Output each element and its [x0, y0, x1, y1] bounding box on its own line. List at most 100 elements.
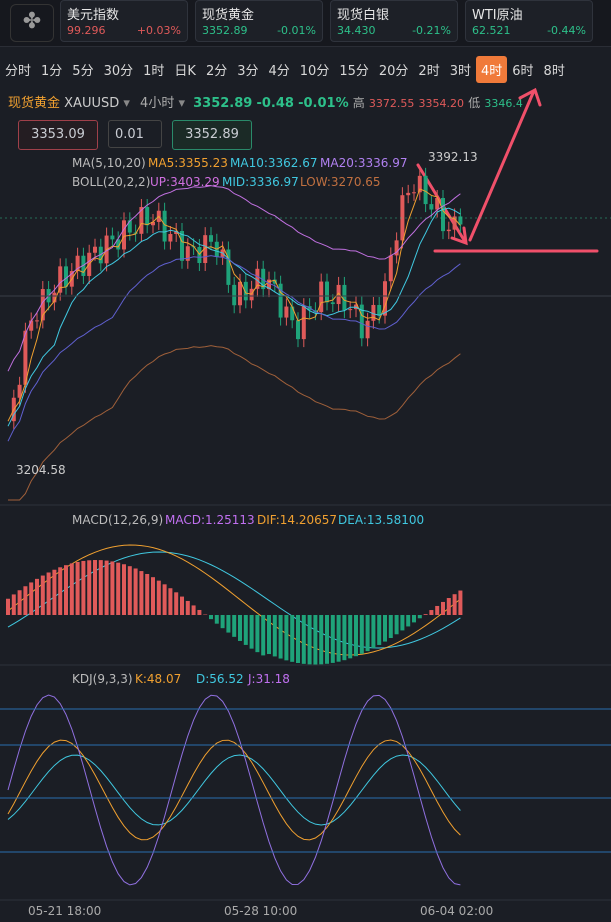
period-tab[interactable]: 2分 — [205, 64, 228, 79]
high-label: 高 — [352, 96, 365, 110]
period-tab[interactable]: 5分 — [72, 64, 94, 79]
candle — [348, 309, 353, 311]
ticker-name: 现货黄金 — [202, 8, 255, 23]
j-value: J:31.18 — [247, 672, 290, 686]
period-tab[interactable]: 3时 — [449, 64, 471, 79]
period-tab[interactable]: 4时 — [475, 56, 508, 83]
macd-bar — [98, 560, 103, 615]
macd-bar — [261, 615, 266, 656]
candle — [330, 302, 335, 305]
candle — [371, 304, 376, 321]
candle — [58, 266, 63, 293]
period-tab[interactable]: 6时 — [512, 64, 534, 79]
macd-bar — [371, 615, 376, 649]
period-tab[interactable]: 2时 — [418, 64, 440, 79]
macd-bar — [307, 615, 312, 665]
candle — [319, 281, 324, 313]
candle — [127, 220, 132, 233]
macd-bar — [40, 575, 45, 615]
candle — [185, 246, 190, 261]
period-tab[interactable]: 分时 — [5, 64, 32, 79]
period-tab[interactable]: 日K — [174, 64, 196, 79]
j-line — [7, 694, 461, 886]
macd-bar — [209, 615, 213, 620]
macd-bar — [423, 614, 428, 615]
ticker-name: WTI原油 — [472, 8, 523, 23]
annotation-arrow — [416, 163, 466, 242]
macd-bar — [75, 562, 80, 615]
buy-button[interactable]: 3352.89 — [172, 120, 252, 150]
open: 3354.20 — [418, 97, 465, 110]
ticker-name: 美元指数 — [67, 8, 120, 23]
macd-bar — [255, 615, 260, 653]
interval[interactable]: 4小时 — [140, 96, 175, 111]
ma10: MA10:3362.67 — [230, 156, 318, 170]
macd-bar — [122, 564, 126, 615]
macd-bar — [278, 615, 283, 659]
macd-bar — [180, 596, 184, 615]
candle — [81, 255, 86, 276]
candle — [191, 246, 196, 248]
macd-bar — [400, 615, 405, 631]
macd-bar — [435, 605, 440, 615]
ticker-card[interactable]: 现货白银 34.430 -0.21% — [330, 0, 458, 42]
ticker-card[interactable]: 美元指数 99.296 +0.03% — [60, 0, 188, 42]
candle — [255, 268, 260, 289]
candle — [301, 306, 306, 340]
candle — [226, 249, 231, 285]
period-tab[interactable]: 20分 — [378, 64, 409, 79]
candle — [354, 304, 358, 310]
macd-bar — [267, 615, 271, 655]
candle — [377, 304, 382, 316]
period-tab[interactable]: 10分 — [299, 64, 330, 79]
macd-bar — [35, 578, 39, 615]
period-bar: 分时 1分 5分 30分 1时 日K 2分 3分 4分 10分 15分 20分 2时 3时 4时 6时 8时 — [0, 56, 611, 84]
x-label: 05-28 10:00 — [224, 904, 297, 918]
macd-bar — [388, 615, 393, 638]
low: 3346.4 — [484, 97, 523, 110]
ma-name: MA(5,10,20) — [72, 156, 146, 170]
macd-bar — [226, 615, 231, 633]
macd-bar — [214, 615, 219, 624]
period-tab[interactable]: 15分 — [339, 64, 369, 79]
candle — [394, 240, 399, 256]
boll-name: BOLL(20,2,2) — [72, 175, 150, 189]
period-tab[interactable]: 30分 — [103, 64, 134, 79]
candle — [46, 289, 51, 303]
candle — [243, 281, 248, 301]
period-tab[interactable]: 8时 — [543, 64, 565, 79]
macd-bar — [365, 615, 370, 652]
candle — [23, 330, 28, 385]
period-tab[interactable]: 1时 — [143, 64, 165, 79]
macd-bar — [330, 615, 335, 663]
period-tab[interactable]: 1分 — [41, 64, 63, 79]
period-tab[interactable]: 3分 — [237, 64, 259, 79]
k-line — [7, 739, 461, 841]
boll-lower — [8, 345, 461, 501]
ticker-card[interactable]: 现货黄金 3352.89 -0.01% — [195, 0, 323, 42]
candle — [98, 246, 103, 264]
macd-bar — [284, 615, 289, 661]
candle — [133, 232, 138, 234]
candle — [162, 210, 167, 242]
candle — [238, 281, 242, 306]
macd-bar — [336, 615, 341, 662]
lot-input[interactable]: 0.01 — [108, 120, 162, 148]
menu-icon[interactable]: ✤ — [10, 4, 54, 42]
macd-bar — [162, 584, 167, 615]
dea-value: DEA:13.58100 — [338, 513, 424, 527]
candle — [220, 249, 225, 257]
ticker-card[interactable]: WTI原油 62.521 -0.44% — [465, 0, 593, 42]
ma20: MA20:3336.97 — [320, 156, 408, 170]
period-tab[interactable]: 4分 — [268, 64, 290, 79]
boll-upper — [7, 185, 461, 372]
sell-button[interactable]: 3353.09 — [18, 120, 98, 150]
candle — [87, 252, 92, 276]
candle — [446, 229, 451, 232]
macd-bar — [64, 565, 68, 615]
candle — [69, 271, 74, 287]
symbol[interactable]: 现货黄金 — [8, 96, 61, 111]
macd-bar — [249, 615, 254, 649]
macd-bar — [429, 610, 434, 615]
candle — [406, 192, 411, 196]
